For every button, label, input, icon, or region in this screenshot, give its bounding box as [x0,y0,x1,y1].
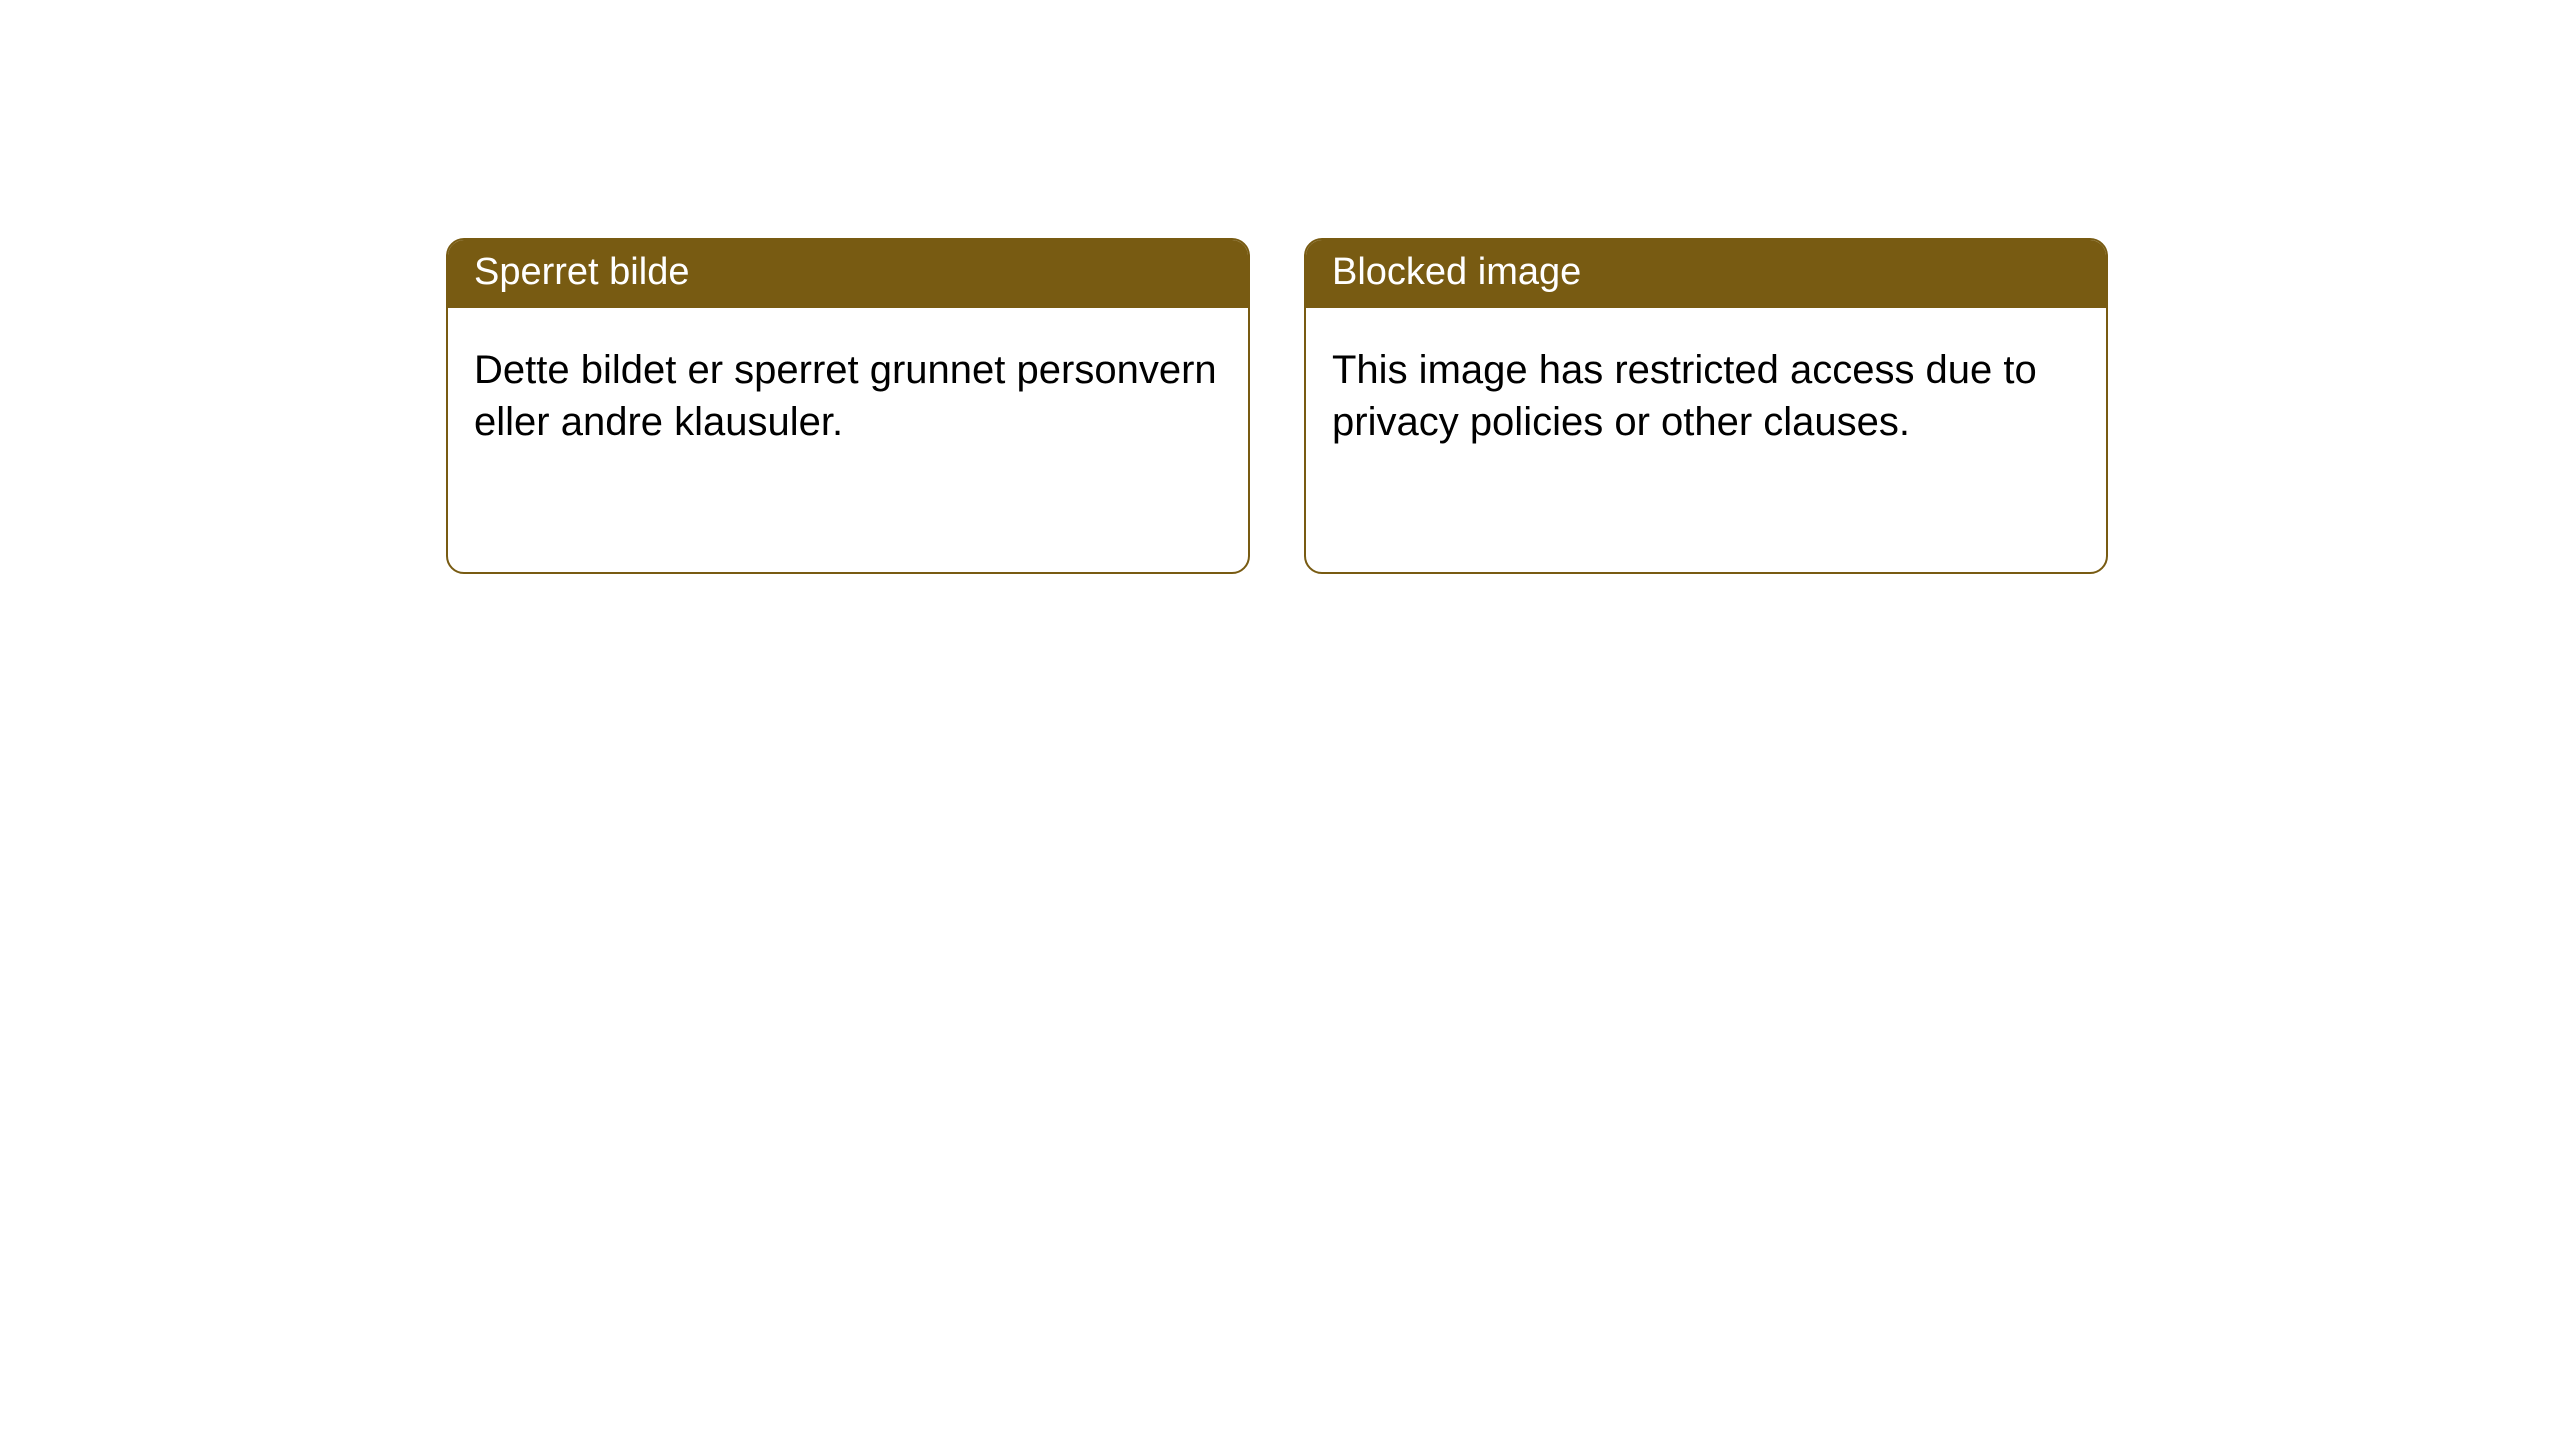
notice-container: Sperret bilde Dette bildet er sperret gr… [0,0,2560,574]
notice-card-english: Blocked image This image has restricted … [1304,238,2108,574]
notice-header-text: Sperret bilde [474,251,689,293]
notice-body: This image has restricted access due to … [1306,308,2106,484]
notice-body: Dette bildet er sperret grunnet personve… [448,308,1248,484]
notice-header: Blocked image [1306,240,2106,308]
notice-card-norwegian: Sperret bilde Dette bildet er sperret gr… [446,238,1250,574]
notice-body-text: Dette bildet er sperret grunnet personve… [474,348,1217,444]
notice-body-text: This image has restricted access due to … [1332,348,2037,444]
notice-header: Sperret bilde [448,240,1248,308]
notice-header-text: Blocked image [1332,251,1581,293]
